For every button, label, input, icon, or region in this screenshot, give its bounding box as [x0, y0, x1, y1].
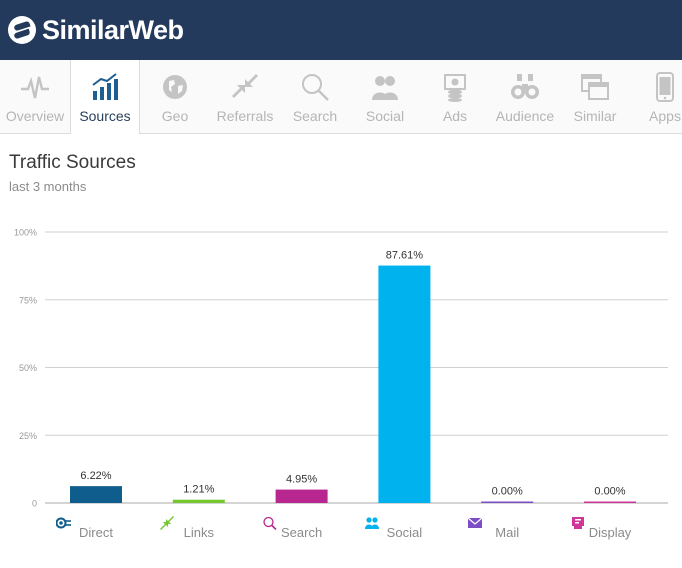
- similarweb-logo-icon[interactable]: [8, 16, 36, 44]
- globe-icon: [163, 75, 187, 99]
- bar-value-label: 1.21%: [183, 484, 214, 496]
- tab-label: Search: [292, 108, 338, 124]
- phone-icon: [656, 72, 674, 102]
- bar-value-label: 4.95%: [286, 474, 317, 486]
- y-tick-label: 75%: [19, 295, 37, 305]
- tab-audience[interactable]: Audience: [490, 60, 560, 133]
- tab-search[interactable]: Search: [280, 60, 350, 133]
- tab-social[interactable]: Social: [350, 60, 420, 133]
- nav-tabs: Overview Sources Geo Referrals Search So…: [0, 60, 682, 134]
- social-icon: [365, 517, 380, 529]
- brand-name[interactable]: SimilarWeb: [42, 14, 184, 45]
- bar-social: [378, 265, 431, 503]
- tab-similar[interactable]: Similar: [560, 60, 630, 133]
- links-icon: [159, 516, 174, 530]
- category-label: Direct: [79, 525, 113, 540]
- chart-svg: 0 25% 50% 75% 100% 6.22% 1.21% 4.95% 87.61% 0.00%…: [14, 228, 668, 509]
- category-display[interactable]: Display: [570, 516, 650, 540]
- tab-ads[interactable]: Ads: [420, 60, 490, 133]
- display-icon: [572, 517, 584, 529]
- category-social[interactable]: Social: [364, 516, 444, 540]
- section-title: Traffic Sources: [9, 152, 136, 173]
- bar-links: [172, 499, 225, 503]
- bar-search: [275, 489, 328, 503]
- category-label: Mail: [495, 525, 520, 540]
- mail-icon: [467, 517, 483, 528]
- tab-label: Apps: [649, 108, 681, 124]
- category-direct[interactable]: Direct: [56, 516, 136, 540]
- bar-value-label: 6.22%: [80, 470, 111, 482]
- y-tick-label: 25%: [19, 431, 37, 441]
- magnifier-icon: [302, 74, 329, 101]
- windows-icon: [581, 74, 609, 100]
- bar-value-label: 0.00%: [492, 486, 523, 498]
- category-links[interactable]: Links: [159, 516, 239, 540]
- pulse-icon: [21, 76, 49, 99]
- bar-chart-icon: [92, 73, 118, 100]
- arrows-icon: [232, 74, 258, 98]
- y-tick-label: 50%: [19, 363, 37, 373]
- tab-label: Sources: [79, 108, 131, 124]
- bar-direct: [70, 486, 122, 503]
- category-label: Search: [280, 525, 323, 540]
- category-label: Links: [183, 525, 214, 540]
- bar-mail: [481, 501, 534, 503]
- y-tick-label: 100%: [14, 228, 37, 238]
- tab-geo[interactable]: Geo: [140, 60, 210, 133]
- tab-label: Similar: [573, 108, 617, 124]
- tab-sources[interactable]: Sources: [70, 60, 140, 134]
- tab-label: Audience: [495, 108, 555, 124]
- category-label: Display: [588, 525, 632, 540]
- category-label: Social: [386, 525, 423, 540]
- category-search[interactable]: Search: [262, 516, 342, 540]
- tab-label: Overview: [5, 108, 65, 124]
- bar-value-label: 0.00%: [594, 486, 625, 498]
- people-icon: [372, 76, 398, 100]
- tab-label: Social: [365, 108, 405, 124]
- traffic-sources-chart: 0 25% 50% 75% 100% 6.22% 1.21% 4.95% 87.61% 0.00%…: [0, 215, 682, 568]
- tab-referrals[interactable]: Referrals: [210, 60, 280, 133]
- ads-icon: [444, 74, 466, 102]
- tab-apps[interactable]: Apps: [630, 60, 682, 133]
- category-mail[interactable]: Mail: [467, 516, 547, 540]
- bar-value-label: 87.61%: [386, 250, 424, 262]
- binoculars-icon: [511, 74, 539, 99]
- direct-icon: [56, 517, 71, 529]
- section-subtitle: last 3 months: [9, 179, 87, 194]
- tab-label: Referrals: [216, 108, 274, 124]
- search-icon: [262, 516, 277, 530]
- tab-label: Geo: [161, 108, 189, 124]
- y-tick-label: 0: [32, 499, 37, 509]
- top-header: SimilarWeb: [0, 0, 682, 60]
- bar-display: [584, 501, 636, 503]
- tab-label: Ads: [442, 108, 468, 124]
- tab-overview[interactable]: Overview: [0, 60, 70, 133]
